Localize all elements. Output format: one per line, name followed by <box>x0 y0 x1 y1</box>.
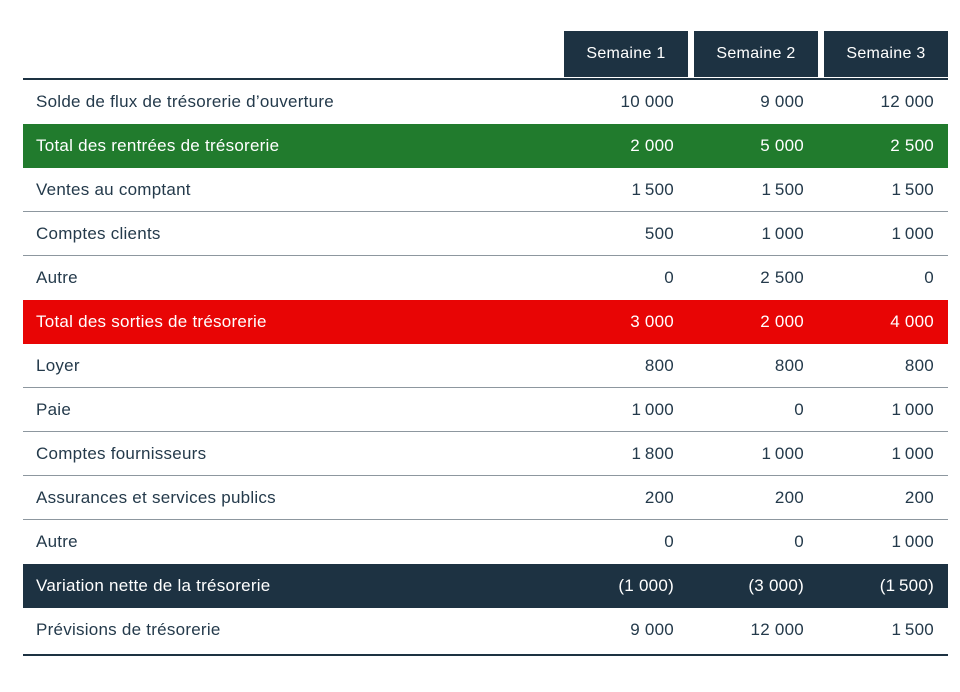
cell-value: (3 000) <box>748 576 804 595</box>
cell-value: 200 <box>904 487 934 507</box>
cash-flow-table: Semaine 1 Semaine 2 Semaine 3 Solde de f… <box>23 31 948 656</box>
row-ventes-comptant: Ventes au comptant 1 500 1 500 1 500 <box>23 168 948 212</box>
cell-value: 9 000 <box>630 620 674 639</box>
cell-value: (1 500) <box>879 576 934 595</box>
cell-value: 9 000 <box>760 92 804 111</box>
row-comptes-fournisseurs: Comptes fournisseurs 1 800 1 000 1 000 <box>23 432 948 476</box>
cell-value: 2 500 <box>890 136 934 155</box>
row-label: Loyer <box>36 355 80 375</box>
cell-value: 200 <box>644 487 674 507</box>
row-label: Total des rentrées de trésorerie <box>36 136 280 155</box>
row-assurances-services-publics: Assurances et services publics 200 200 2… <box>23 476 948 520</box>
cell-value: 1 500 <box>631 179 674 199</box>
cell-value: 1 000 <box>891 223 934 243</box>
row-comptes-clients: Comptes clients 500 1 000 1 000 <box>23 212 948 256</box>
row-previsions-tresorerie: Prévisions de trésorerie 9 000 12 000 1 … <box>23 608 948 652</box>
row-label: Solde de flux de trésorerie d’ouverture <box>36 92 334 111</box>
cell-value: 0 <box>794 532 804 551</box>
cell-value: (1 000) <box>618 576 674 595</box>
column-header-semaine-2: Semaine 2 <box>694 31 818 77</box>
cell-value: 12 000 <box>880 92 934 111</box>
row-label: Ventes au comptant <box>36 179 191 199</box>
row-autre-sorties: Autre 0 0 1 000 <box>23 520 948 564</box>
column-header-semaine-1: Semaine 1 <box>564 31 688 77</box>
row-total-sorties: Total des sorties de trésorerie 3 000 2 … <box>23 300 948 344</box>
cell-value: 800 <box>904 355 934 375</box>
cell-value: 10 000 <box>620 92 674 111</box>
row-label: Comptes fournisseurs <box>36 443 207 463</box>
row-label: Paie <box>36 399 72 419</box>
cell-value: 2 500 <box>760 268 804 287</box>
cell-value: 12 000 <box>750 620 804 639</box>
cell-value: 0 <box>664 532 674 551</box>
row-variation-nette: Variation nette de la trésorerie (1 000)… <box>23 564 948 608</box>
cell-value: 5 000 <box>760 136 804 155</box>
row-label: Autre <box>36 532 78 551</box>
row-label: Assurances et services publics <box>36 487 276 507</box>
table-bottom-rule <box>23 654 948 656</box>
row-paie: Paie 1 000 0 1 000 <box>23 388 948 432</box>
row-autre-rentrees: Autre 0 2 500 0 <box>23 256 948 300</box>
cell-value: 3 000 <box>630 312 674 331</box>
row-label: Variation nette de la trésorerie <box>36 576 271 595</box>
cell-value: 200 <box>774 487 804 507</box>
table-header-row: Semaine 1 Semaine 2 Semaine 3 <box>23 31 948 77</box>
cell-value: 1 000 <box>761 443 804 463</box>
column-header-semaine-3: Semaine 3 <box>824 31 948 77</box>
cell-value: 500 <box>644 223 674 243</box>
cell-value: 1 500 <box>891 620 934 639</box>
cell-value: 1 000 <box>891 443 934 463</box>
row-label: Prévisions de trésorerie <box>36 620 221 639</box>
row-total-rentrees: Total des rentrées de trésorerie 2 000 5… <box>23 124 948 168</box>
cell-value: 2 000 <box>760 312 804 331</box>
header-spacer <box>23 31 558 77</box>
cell-value: 0 <box>664 268 674 287</box>
cell-value: 4 000 <box>890 312 934 331</box>
cell-value: 0 <box>794 399 804 419</box>
cell-value: 1 000 <box>761 223 804 243</box>
row-label: Total des sorties de trésorerie <box>36 312 267 331</box>
row-solde-ouverture: Solde de flux de trésorerie d’ouverture … <box>23 80 948 124</box>
cell-value: 1 500 <box>891 179 934 199</box>
cell-value: 0 <box>924 268 934 287</box>
row-label: Autre <box>36 268 78 287</box>
cell-value: 2 000 <box>630 136 674 155</box>
cell-value: 1 000 <box>631 399 674 419</box>
cell-value: 1 500 <box>761 179 804 199</box>
cell-value: 1 000 <box>891 399 934 419</box>
row-label: Comptes clients <box>36 223 161 243</box>
row-loyer: Loyer 800 800 800 <box>23 344 948 388</box>
header-divider-rule <box>23 78 948 80</box>
cell-value: 1 800 <box>631 443 674 463</box>
cell-value: 800 <box>774 355 804 375</box>
cell-value: 1 000 <box>891 532 934 551</box>
cell-value: 800 <box>644 355 674 375</box>
